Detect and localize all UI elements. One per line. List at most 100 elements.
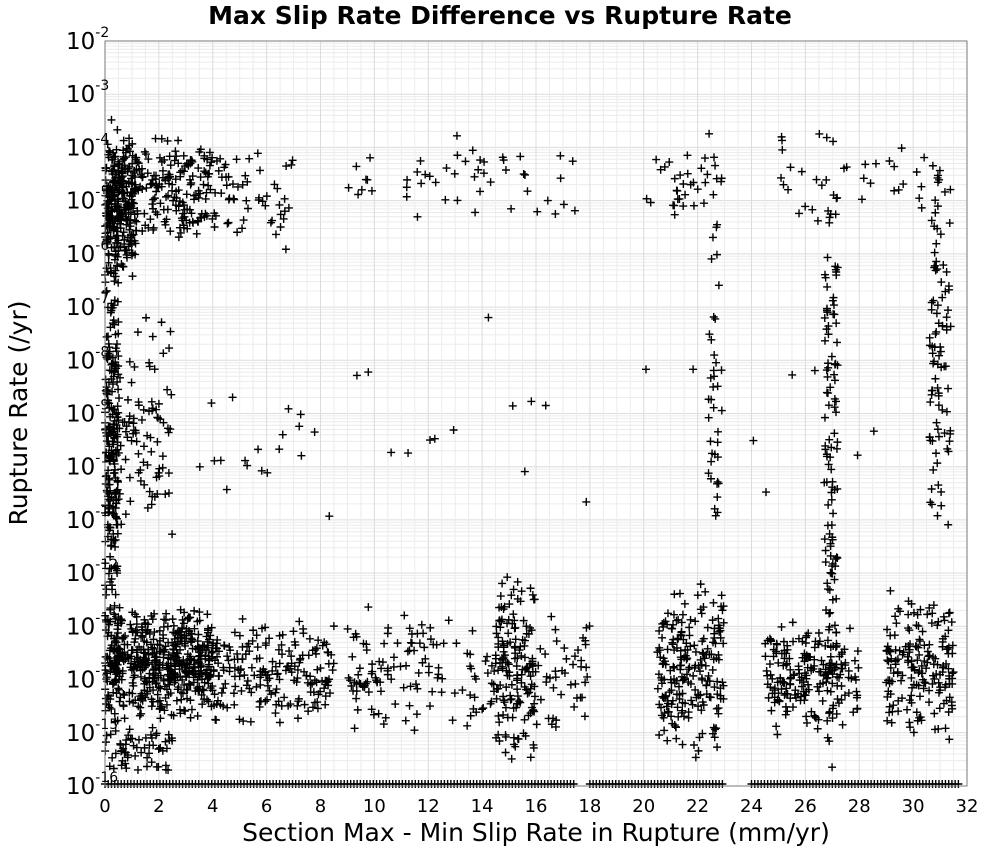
data-point (180, 608, 189, 617)
data-point (326, 689, 335, 698)
data-point (130, 187, 139, 196)
data-point (316, 664, 325, 673)
data-point (246, 717, 255, 726)
data-point (129, 414, 138, 423)
data-point (708, 665, 717, 674)
data-point (214, 659, 223, 668)
data-point (444, 616, 453, 625)
data-point (161, 220, 170, 229)
data-point (108, 319, 117, 328)
data-point (379, 720, 388, 729)
data-point (413, 167, 422, 176)
data-point (693, 591, 702, 600)
data-point (185, 613, 194, 622)
data-point (295, 658, 304, 667)
data-point (102, 486, 111, 495)
data-point (193, 711, 202, 720)
data-point (164, 469, 173, 478)
data-point (110, 320, 119, 329)
data-point (545, 674, 554, 683)
data-point (560, 644, 569, 653)
data-point (149, 635, 158, 644)
data-point (233, 182, 242, 191)
x-tick-label: 12 (417, 796, 440, 817)
data-point (152, 679, 161, 688)
data-point (112, 633, 121, 642)
data-point (402, 192, 411, 201)
data-point (124, 201, 133, 210)
data-point (494, 633, 503, 642)
data-point (152, 649, 161, 658)
data-point (172, 696, 181, 705)
data-point (132, 437, 141, 446)
data-point (148, 660, 157, 669)
data-point (179, 619, 188, 628)
data-point (496, 681, 505, 690)
data-point (128, 272, 137, 281)
data-point (194, 193, 203, 202)
data-point (503, 573, 512, 582)
data-point (193, 684, 202, 693)
data-point (203, 610, 212, 619)
data-point (122, 246, 131, 255)
data-point (712, 704, 721, 713)
data-point (169, 645, 178, 654)
data-point (276, 210, 285, 219)
data-point (155, 180, 164, 189)
baseline-point (569, 780, 578, 788)
data-point (111, 590, 120, 599)
data-point (101, 626, 110, 635)
data-point (189, 662, 198, 671)
data-point (578, 693, 587, 702)
data-point (157, 157, 166, 166)
y-tick-label: 10-4 (66, 131, 109, 161)
data-point (252, 631, 261, 640)
data-point (424, 662, 433, 671)
data-point (133, 157, 142, 166)
data-point (161, 490, 170, 499)
data-point (170, 669, 179, 678)
data-point (186, 696, 195, 705)
data-point (295, 422, 304, 431)
data-point (105, 347, 114, 356)
data-point (367, 669, 376, 678)
data-point (171, 175, 180, 184)
data-point (513, 577, 522, 586)
data-point (137, 709, 146, 718)
data-point (112, 231, 121, 240)
data-point (156, 647, 165, 656)
data-point (293, 701, 302, 710)
data-point (136, 703, 145, 712)
data-point (703, 644, 712, 653)
data-point (127, 251, 136, 260)
data-point (144, 645, 153, 654)
data-point (188, 157, 197, 166)
data-point (163, 136, 172, 145)
data-point (165, 680, 174, 689)
data-point (523, 689, 532, 698)
data-point (120, 714, 129, 723)
data-point (420, 643, 429, 652)
data-point (111, 749, 120, 758)
data-point (483, 669, 492, 678)
data-point (367, 186, 376, 195)
data-point (562, 654, 571, 663)
data-point (321, 692, 330, 701)
data-point (134, 449, 143, 458)
data-point (138, 226, 147, 235)
data-point (109, 469, 118, 478)
data-point (138, 172, 147, 181)
data-point (497, 615, 506, 624)
data-point (450, 689, 459, 698)
data-point (209, 665, 218, 674)
data-point (128, 139, 137, 148)
data-point (405, 701, 414, 710)
data-point (108, 380, 117, 389)
data-point (256, 667, 265, 676)
data-point (111, 152, 120, 161)
data-point (199, 180, 208, 189)
data-point (188, 172, 197, 181)
data-point (174, 633, 183, 642)
data-point (551, 667, 560, 676)
